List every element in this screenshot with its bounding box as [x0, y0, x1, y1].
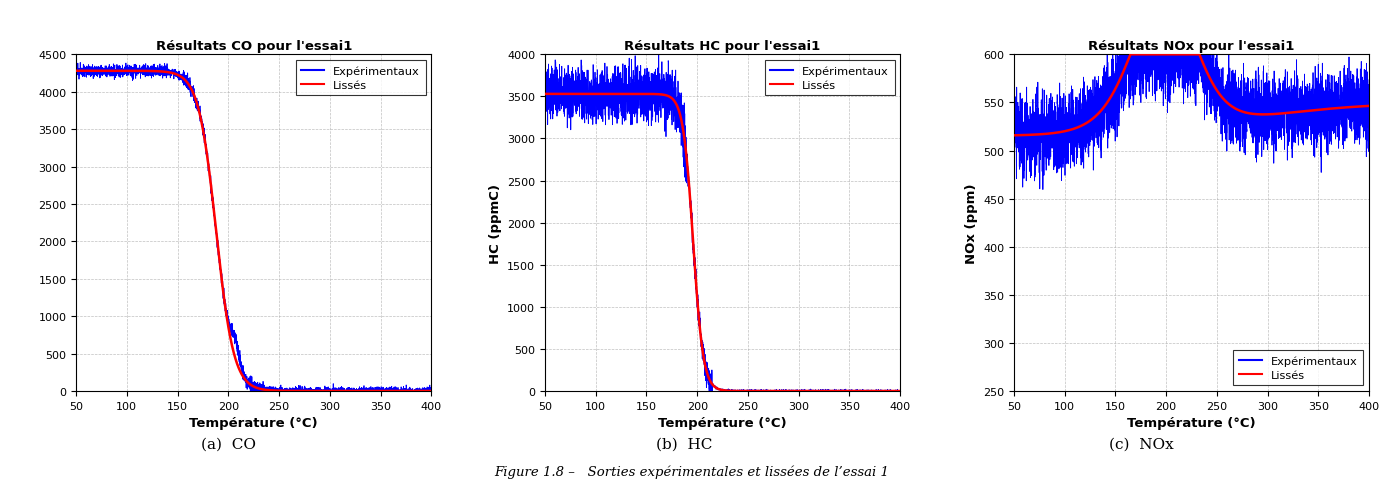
Text: Figure 1.8 –   Sorties expérimentales et lissées de l’essai 1: Figure 1.8 – Sorties expérimentales et l… — [494, 464, 889, 478]
Legend: Expérimentaux, Lissés: Expérimentaux, Lissés — [765, 61, 895, 96]
Text: (b)  HC: (b) HC — [657, 437, 712, 451]
Text: (a)  CO: (a) CO — [201, 437, 256, 451]
Y-axis label: HC (ppmC): HC (ppmC) — [488, 183, 502, 263]
Y-axis label: NOx (ppm): NOx (ppm) — [964, 183, 978, 264]
Legend: Expérimentaux, Lissés: Expérimentaux, Lissés — [1234, 350, 1364, 385]
Text: (c)  NOx: (c) NOx — [1109, 437, 1173, 451]
Title: Résultats CO pour l'essai1: Résultats CO pour l'essai1 — [155, 40, 351, 53]
Legend: Expérimentaux, Lissés: Expérimentaux, Lissés — [296, 61, 426, 96]
Title: Résultats HC pour l'essai1: Résultats HC pour l'essai1 — [625, 40, 820, 53]
X-axis label: Température (°C): Température (°C) — [1127, 417, 1256, 430]
X-axis label: Température (°C): Température (°C) — [189, 417, 318, 430]
X-axis label: Température (°C): Température (°C) — [658, 417, 787, 430]
Title: Résultats NOx pour l'essai1: Résultats NOx pour l'essai1 — [1088, 40, 1294, 53]
